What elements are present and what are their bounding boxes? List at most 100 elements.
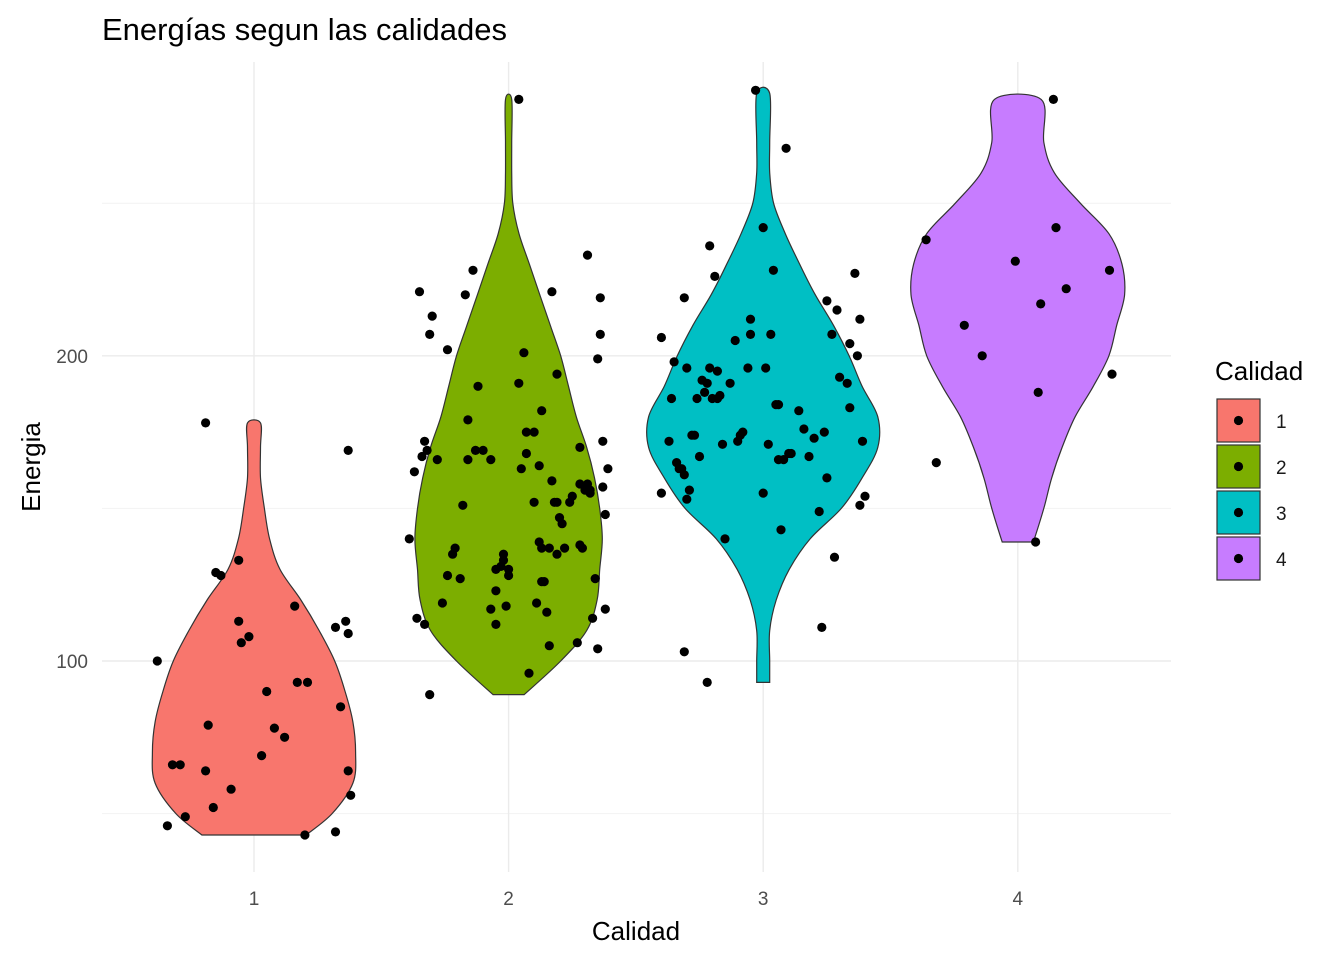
data-point xyxy=(478,445,488,455)
data-point xyxy=(414,287,425,297)
data-point xyxy=(1107,369,1117,379)
data-point xyxy=(758,488,768,498)
data-point xyxy=(776,525,786,535)
data-point xyxy=(1048,94,1058,104)
data-point xyxy=(669,357,679,367)
data-point xyxy=(201,766,211,776)
data-point xyxy=(460,290,470,300)
data-point xyxy=(529,497,539,507)
violin-calidad-4 xyxy=(910,93,1126,543)
data-point xyxy=(766,329,776,339)
data-point xyxy=(330,827,341,837)
data-point xyxy=(781,143,791,153)
data-point xyxy=(216,570,226,581)
data-point xyxy=(486,604,496,614)
data-point xyxy=(257,751,267,761)
data-point xyxy=(302,677,313,688)
data-point xyxy=(346,790,356,800)
data-point xyxy=(745,314,756,324)
data-point xyxy=(226,784,236,794)
y-tick-label: 100 xyxy=(56,652,88,673)
data-point xyxy=(702,378,712,388)
x-tick-label: 1 xyxy=(249,889,260,910)
data-point xyxy=(705,363,715,373)
data-point xyxy=(532,598,542,608)
data-point xyxy=(595,293,605,303)
violin-calidad-3 xyxy=(646,86,881,683)
point-layer xyxy=(152,85,1117,840)
data-point xyxy=(341,616,351,626)
data-point xyxy=(458,500,468,510)
data-point xyxy=(598,482,608,492)
data-point xyxy=(850,268,860,278)
data-point xyxy=(845,339,855,349)
data-point xyxy=(822,296,832,306)
x-tick-label: 3 xyxy=(758,889,769,910)
legend-label: 3 xyxy=(1276,504,1287,525)
data-point xyxy=(521,427,532,437)
data-point xyxy=(463,415,473,425)
data-point xyxy=(710,271,720,281)
data-point xyxy=(763,439,773,449)
data-point xyxy=(292,677,302,688)
data-point xyxy=(575,442,585,452)
data-point xyxy=(827,329,837,339)
data-point xyxy=(442,345,453,355)
data-point xyxy=(412,613,422,623)
data-point xyxy=(600,509,610,520)
data-point xyxy=(560,543,570,553)
data-point xyxy=(585,485,595,495)
data-point xyxy=(534,461,544,471)
data-point xyxy=(539,577,549,587)
data-point xyxy=(855,314,865,324)
data-point xyxy=(717,439,728,449)
data-point xyxy=(575,479,585,489)
data-point xyxy=(682,494,692,504)
data-point xyxy=(799,424,809,434)
data-point xyxy=(751,85,761,95)
data-point xyxy=(738,427,748,437)
y-tick-label: 200 xyxy=(56,347,88,368)
legend-label: 4 xyxy=(1276,550,1287,571)
data-point xyxy=(504,564,514,575)
data-point xyxy=(450,543,460,553)
data-point xyxy=(547,287,557,297)
x-tick-label: 4 xyxy=(1013,889,1024,910)
data-point xyxy=(931,458,941,468)
data-point xyxy=(817,622,827,633)
data-point xyxy=(692,393,702,404)
data-point xyxy=(336,702,346,712)
data-point xyxy=(343,766,353,776)
data-point xyxy=(794,406,804,416)
y-axis-title: Energia xyxy=(16,422,46,512)
data-point xyxy=(498,555,509,565)
legend-label: 1 xyxy=(1276,412,1287,433)
data-point xyxy=(425,329,435,339)
data-point xyxy=(598,436,608,446)
data-point xyxy=(442,570,453,581)
data-point xyxy=(725,378,735,388)
data-point xyxy=(656,332,667,343)
data-point xyxy=(860,491,870,501)
data-point xyxy=(779,455,789,465)
data-point xyxy=(1010,256,1020,266)
data-point xyxy=(234,555,244,565)
data-point xyxy=(855,500,865,510)
data-point xyxy=(809,433,819,443)
data-point xyxy=(758,223,768,233)
data-point xyxy=(582,250,593,260)
data-point xyxy=(208,802,218,813)
data-point xyxy=(422,445,432,455)
data-point xyxy=(921,235,931,245)
data-point xyxy=(330,622,341,633)
data-point xyxy=(552,497,562,507)
data-point xyxy=(768,265,779,275)
data-point xyxy=(842,378,852,388)
data-point xyxy=(702,677,712,688)
data-point xyxy=(694,451,705,462)
data-point xyxy=(417,451,427,462)
data-point xyxy=(1104,265,1115,275)
data-point xyxy=(567,491,577,501)
data-point xyxy=(425,690,435,700)
